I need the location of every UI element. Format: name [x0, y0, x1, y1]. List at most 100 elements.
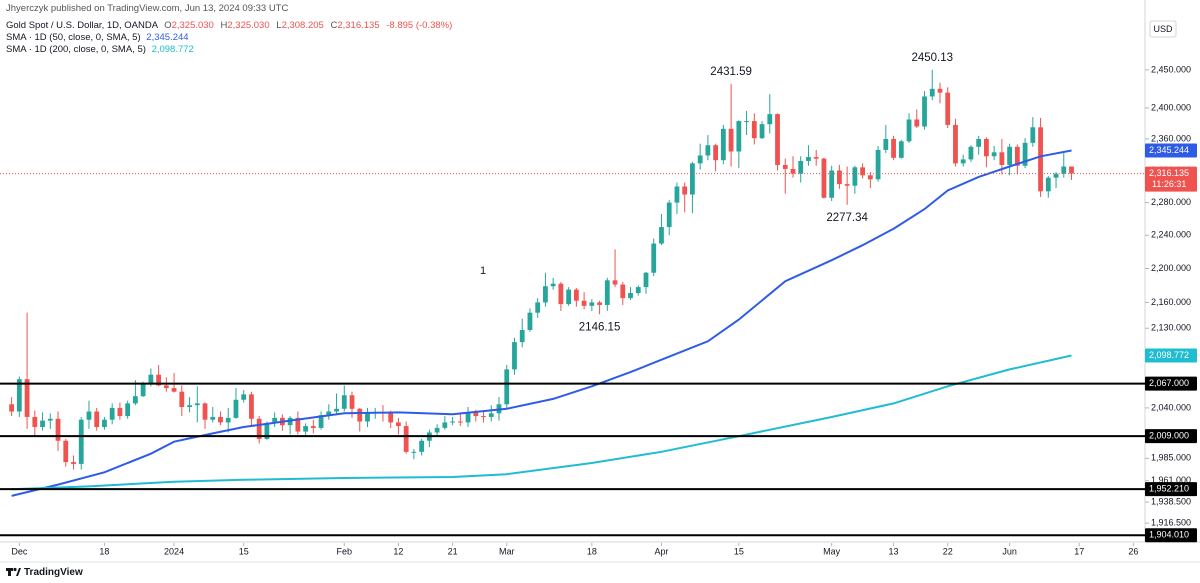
candle-body — [736, 121, 742, 152]
y-tick-label: 2,240.000 — [1151, 230, 1191, 240]
candle-body — [720, 128, 726, 161]
candle-body — [9, 404, 15, 412]
candle-body — [318, 415, 324, 428]
candle-body — [473, 412, 479, 417]
sma-value-label: 2,098.772 — [1149, 350, 1189, 360]
candle-body — [597, 302, 602, 305]
legend-value: 2,345.244 — [146, 32, 189, 43]
candle-body — [264, 423, 270, 439]
candle-body — [744, 121, 749, 123]
candle-body — [140, 383, 146, 397]
candle-body — [713, 145, 719, 161]
candle-body — [844, 184, 850, 186]
candle-body — [751, 121, 757, 139]
candle-body — [481, 416, 486, 418]
ohlc-key: O — [164, 20, 172, 31]
candle-body — [1069, 166, 1074, 174]
level-label-box — [1145, 376, 1197, 391]
candle-body — [388, 413, 394, 423]
sma-line — [11, 354, 1072, 491]
candle-body — [1014, 146, 1020, 166]
candle-body — [32, 416, 38, 427]
candle-body — [156, 374, 161, 386]
candle-body — [612, 280, 618, 285]
x-tick-label: 12 — [393, 546, 403, 556]
candle-body — [465, 412, 471, 423]
candle-body — [999, 152, 1005, 165]
candle-body — [295, 417, 301, 432]
candle-body — [922, 96, 927, 127]
x-tick-label: Mar — [499, 546, 515, 556]
candle-body — [566, 289, 572, 305]
legend-value: 2,098.772 — [151, 44, 194, 55]
y-tick-label: 1,985.000 — [1151, 453, 1191, 463]
sma-legend: SMA · 1D (50, close, 0, SMA, 5) 2,345.24… — [6, 32, 189, 43]
currency-box — [1149, 20, 1177, 38]
candle-body — [40, 420, 45, 427]
currency: USD — [1153, 24, 1173, 34]
candle-body — [867, 175, 873, 180]
candle-body — [891, 138, 896, 158]
candle-body — [875, 149, 881, 180]
candle-body — [960, 159, 966, 164]
candle-body — [991, 152, 997, 157]
x-tick-label: 26 — [1128, 546, 1138, 556]
y-tick-label: 2,400.000 — [1151, 102, 1191, 112]
x-tick-label: Jun — [1002, 546, 1017, 556]
candle-body — [310, 426, 316, 428]
sma-line — [11, 149, 1072, 497]
candle-body — [937, 88, 943, 93]
candle-body — [666, 202, 672, 228]
candle-body — [535, 302, 541, 313]
candle-body — [341, 395, 347, 409]
annotation: 2450.13 — [911, 52, 953, 64]
candle-body — [1030, 127, 1036, 143]
x-tick-label: Dec — [11, 546, 28, 556]
candle-body — [589, 302, 595, 306]
candle-body — [71, 462, 76, 464]
x-tick-label: 2024 — [164, 546, 184, 556]
ohlc-value: 2,308.205 — [281, 20, 324, 31]
x-tick-label: 13 — [889, 546, 899, 556]
y-tick-label: 2,160.000 — [1151, 297, 1191, 307]
sma-value-label-box — [1145, 348, 1197, 363]
candle-body — [1007, 146, 1013, 165]
ohlc-key: H — [220, 20, 228, 31]
x-tick-label: Apr — [654, 546, 668, 556]
countdown: 11:26:31 — [1152, 179, 1186, 189]
candle-body — [202, 403, 208, 420]
y-tick-label: 2,130.000 — [1151, 323, 1191, 333]
candle-body — [697, 155, 703, 164]
candle-body — [527, 312, 533, 330]
candle-body — [790, 168, 796, 174]
candle-body — [249, 394, 254, 419]
candle-body — [349, 395, 355, 409]
candle-body — [411, 451, 417, 453]
candle-body — [705, 145, 711, 156]
x-tick-label: Feb — [337, 546, 353, 556]
y-tick-label: 2,450.000 — [1151, 64, 1191, 74]
level-label-box — [1145, 528, 1197, 543]
ohlc-value: 2,325.030 — [227, 20, 270, 31]
candle-body — [109, 407, 115, 420]
candle-body — [132, 396, 138, 404]
candle-body — [171, 388, 177, 392]
candle-body — [906, 119, 912, 142]
candle-body — [968, 146, 974, 160]
ohlc-key: C — [330, 20, 338, 31]
level-label: 1,904.010 — [1149, 530, 1189, 540]
legend-name: SMA · 1D (50, close, 0, SMA, 5) — [6, 32, 141, 43]
candle-body — [512, 342, 517, 370]
candle-body — [806, 157, 811, 161]
logo-part — [8, 568, 11, 576]
x-tick-label: May — [823, 546, 841, 556]
candle-body — [690, 163, 695, 195]
candle-body — [78, 419, 84, 464]
x-tick-label: 17 — [1074, 546, 1084, 556]
candle-body — [24, 379, 30, 417]
candle-body — [976, 138, 982, 147]
candle-body — [643, 272, 649, 288]
level-label: 2,009.000 — [1149, 431, 1189, 441]
candle-body — [775, 114, 780, 165]
